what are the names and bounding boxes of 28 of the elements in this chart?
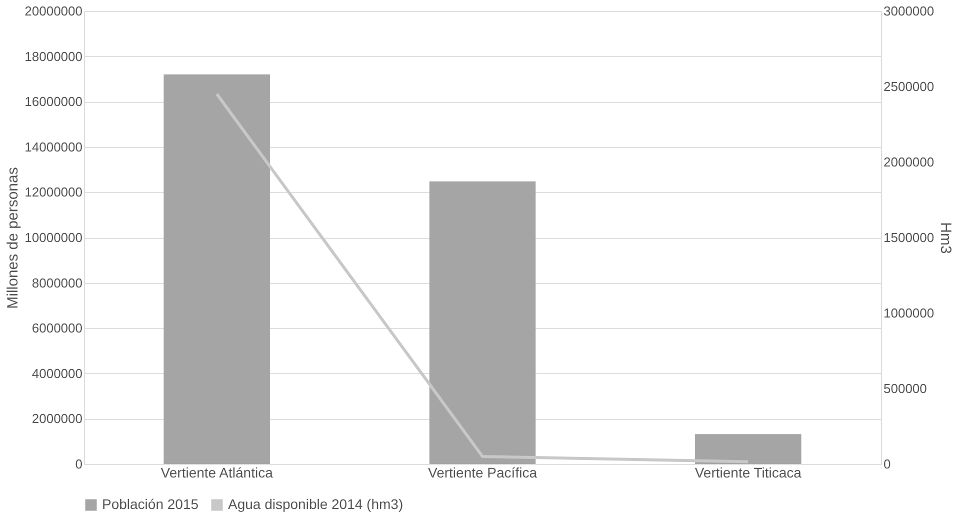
y2-axis-title: Hm3 bbox=[937, 222, 954, 254]
y-axis-title: Millones de personas bbox=[4, 167, 22, 309]
y2-tick-label: 2000000 bbox=[884, 154, 934, 170]
y-tick-label: 4000000 bbox=[32, 366, 82, 381]
y-tick-label: 10000000 bbox=[24, 230, 82, 245]
y-tick-label: 6000000 bbox=[32, 320, 82, 336]
x-tick-label: Vertiente Pacífica bbox=[428, 464, 538, 480]
y-tick-label: 20000000 bbox=[24, 4, 82, 18]
y-tick-label: 0 bbox=[75, 456, 82, 472]
y2-tick-label: 2500000 bbox=[884, 79, 934, 94]
bar bbox=[429, 181, 536, 464]
y-tick-label: 18000000 bbox=[24, 48, 82, 64]
y-tick-label: 16000000 bbox=[24, 94, 82, 110]
legend-label: Agua disponible 2014 (hm3) bbox=[228, 496, 404, 512]
y-tick-label: 14000000 bbox=[24, 139, 82, 154]
y-tick-label: 12000000 bbox=[24, 184, 82, 200]
x-tick-label: Vertiente Atlántica bbox=[160, 464, 274, 480]
y2-tick-label: 3000000 bbox=[884, 4, 934, 18]
bar bbox=[164, 74, 270, 464]
x-tick-label: Vertiente Titicaca bbox=[694, 464, 802, 480]
y2-tick-label: 1000000 bbox=[884, 306, 934, 320]
bar bbox=[695, 434, 802, 464]
y2-tick-label: 500000 bbox=[884, 381, 927, 396]
legend-label: Población 2015 bbox=[102, 496, 199, 512]
y-tick-label: 8000000 bbox=[32, 275, 82, 290]
y-tick-label: 2000000 bbox=[32, 411, 82, 426]
y2-tick-label: 1500000 bbox=[884, 230, 934, 245]
y2-tick-label: 0 bbox=[884, 456, 891, 472]
